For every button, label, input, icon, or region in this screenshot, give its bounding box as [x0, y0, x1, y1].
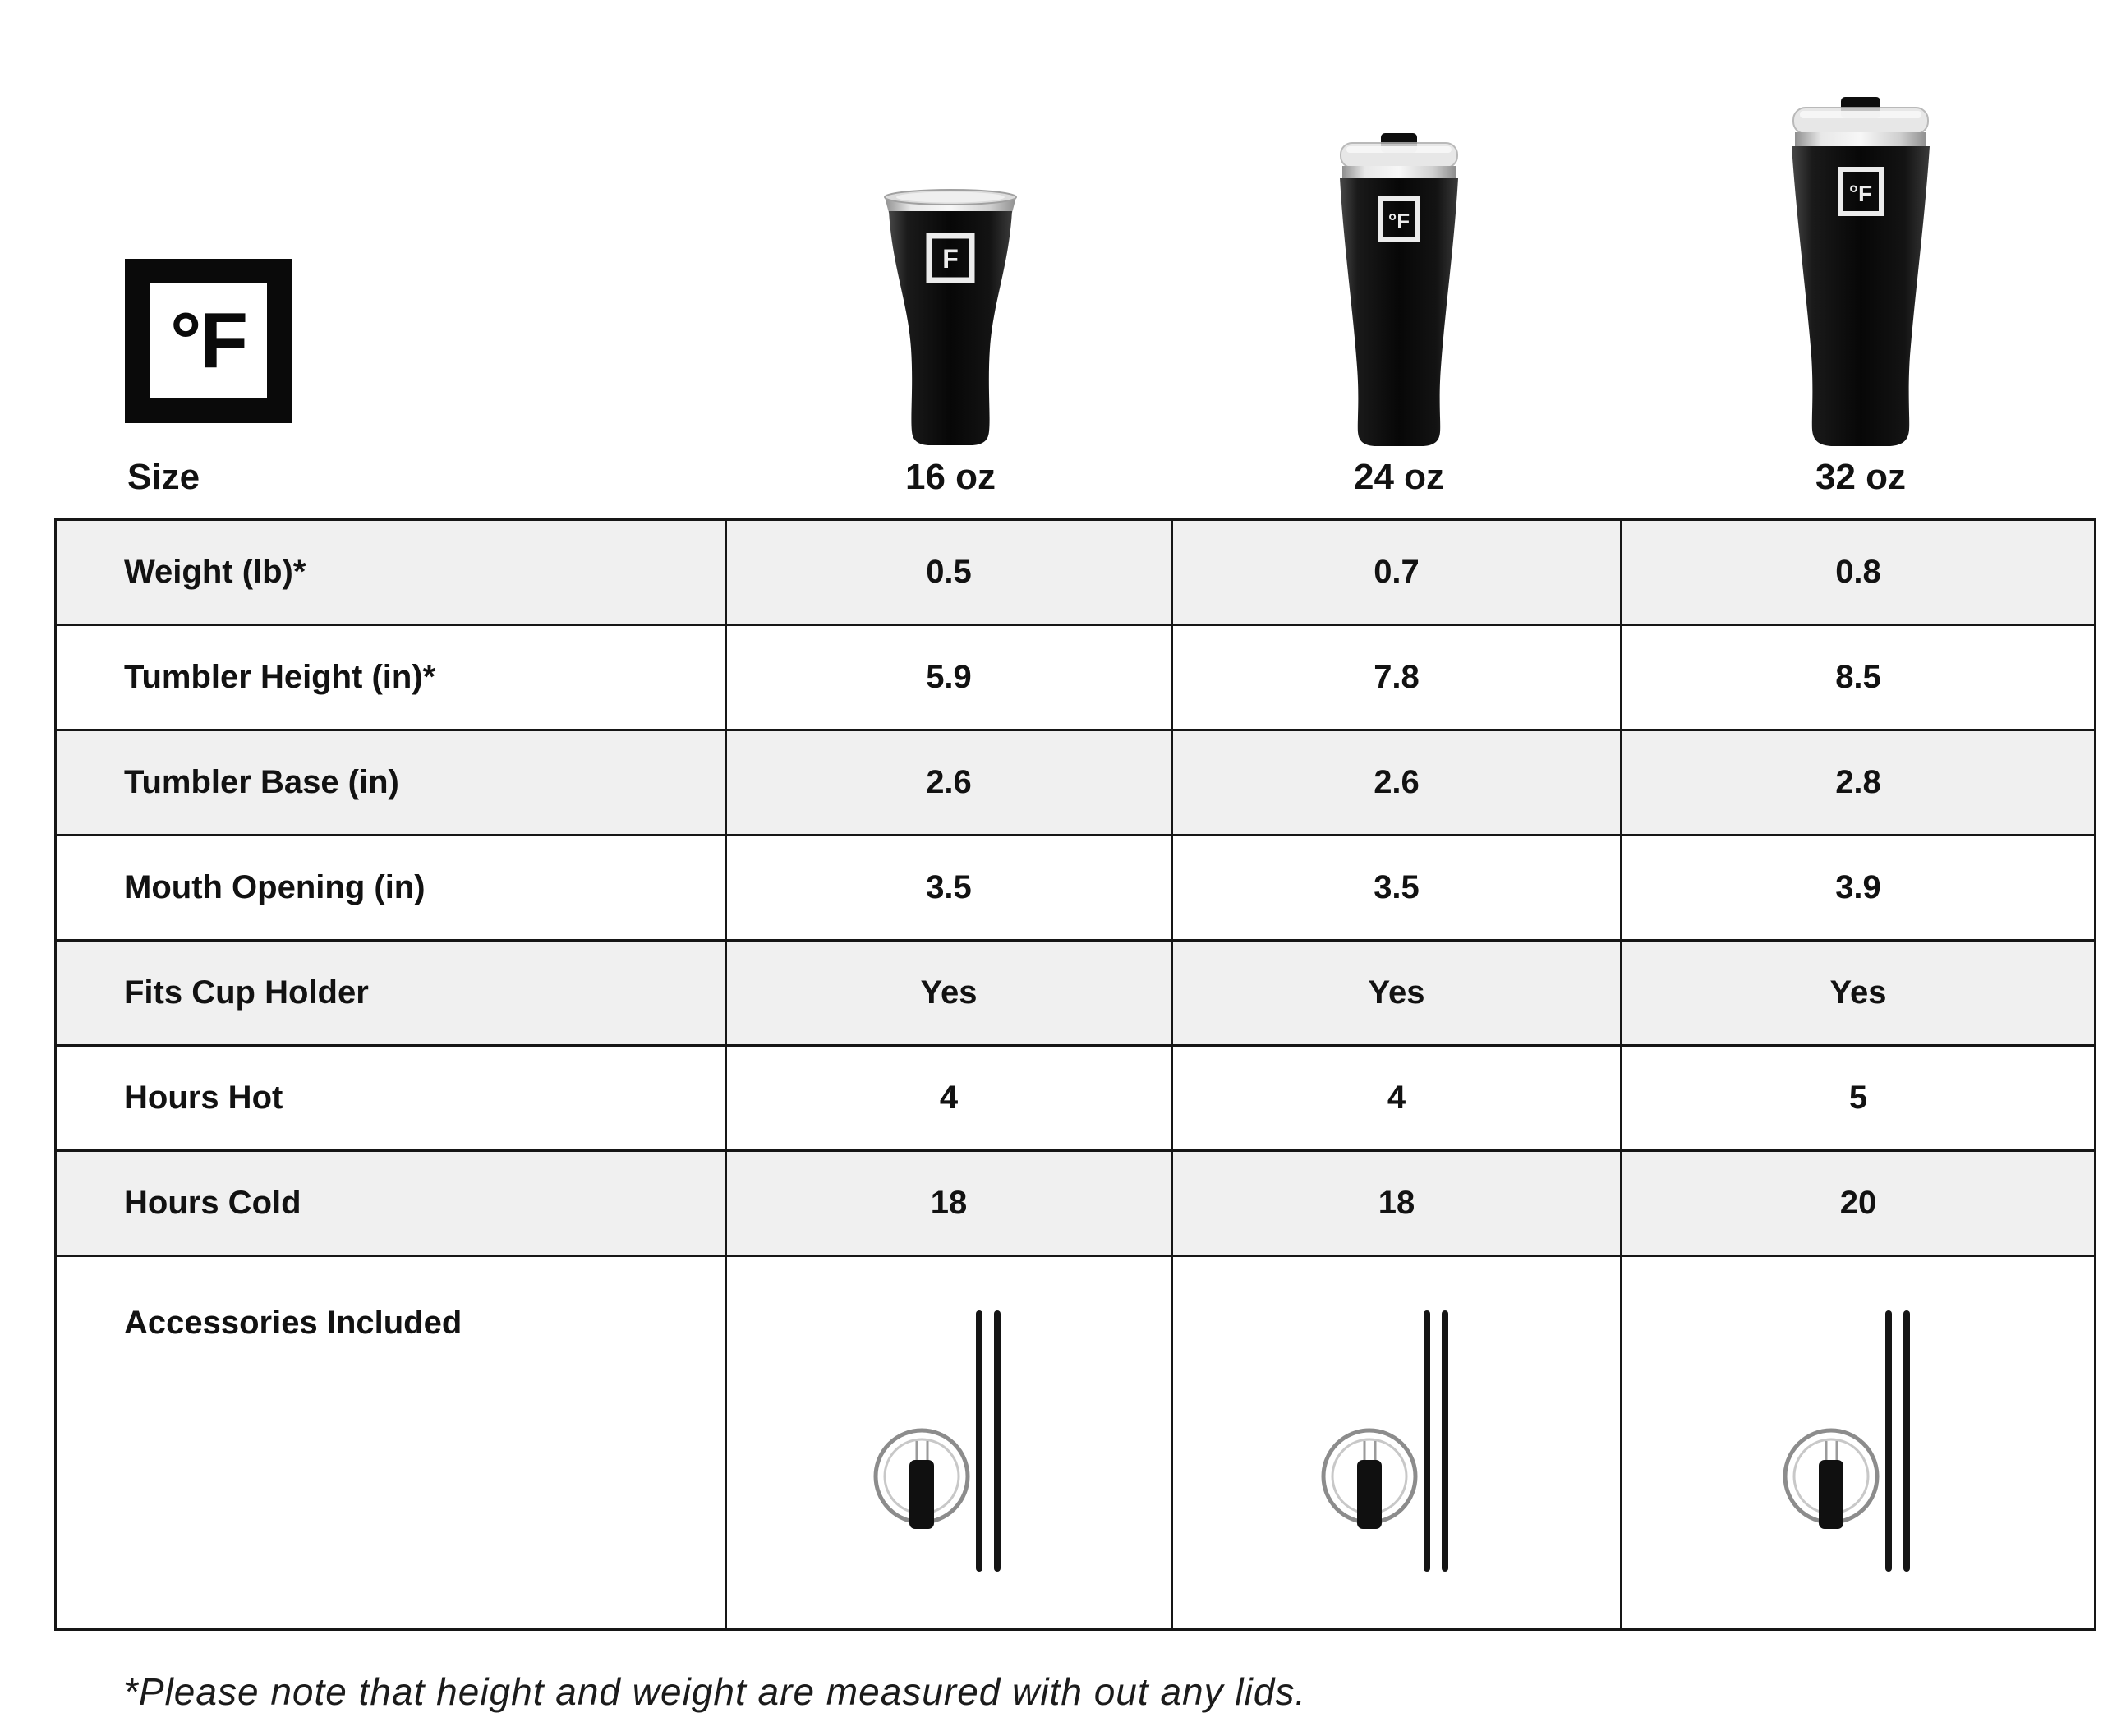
value-cell: 8.5 — [1835, 659, 1881, 695]
straws-icon — [1885, 1310, 1910, 1572]
row-label: Tumbler Height (in)* — [57, 626, 727, 729]
spec-row: Accessories Included — [57, 1257, 2094, 1628]
row-label: Weight (lb)* — [57, 521, 727, 624]
row-label: Mouth Opening (in) — [57, 836, 727, 939]
value-cell: Yes — [1173, 942, 1622, 1044]
column-header-16oz: 16 oz — [904, 457, 996, 497]
row-label: Accessories Included — [57, 1257, 727, 1628]
brand-logo-letter: °F — [169, 297, 248, 384]
value-cell: 4 — [727, 1047, 1173, 1149]
spec-row: Hours Cold 18 18 20 — [57, 1152, 2094, 1257]
spec-row: Tumbler Base (in) 2.6 2.6 2.8 — [57, 731, 2094, 836]
lid-and-2-straws-icon — [1321, 1310, 1448, 1572]
row-label: Hours Hot — [57, 1047, 727, 1149]
lid-top-view-icon — [1321, 1428, 1418, 1529]
tumbler-logo-badge: °F — [1378, 196, 1420, 242]
tumbler-logo-badge: F — [926, 233, 975, 283]
svg-text:F: F — [942, 244, 959, 274]
straws-icon — [976, 1310, 1001, 1572]
value-cell: 7.8 — [1173, 626, 1622, 729]
value-cell: 2.6 — [1173, 731, 1622, 834]
svg-text:°F: °F — [1849, 181, 1872, 206]
accessories-cell — [1622, 1257, 2094, 1628]
accessories-cell — [727, 1257, 1173, 1628]
column-header-32oz: 32 oz — [1815, 457, 1907, 497]
value-cell: 3.5 — [1173, 836, 1622, 939]
column-header-24oz: 24 oz — [1353, 457, 1445, 497]
footnote: *Please note that height and weight are … — [123, 1670, 1307, 1713]
value-cell: 18 — [727, 1152, 1173, 1255]
value-cell: 0.7 — [1173, 521, 1622, 624]
row-label: Tumbler Base (in) — [57, 731, 727, 834]
value-cell: 3.5 — [727, 836, 1173, 939]
spec-row: Weight (lb)* 0.5 0.7 0.8 — [57, 521, 2094, 626]
value-cell: 18 — [1173, 1152, 1622, 1255]
value-cell: Yes — [727, 942, 1173, 1044]
tumbler-logo-badge: °F — [1838, 167, 1884, 216]
header-section: °F F — [0, 0, 2103, 518]
spec-row: Hours Hot 4 4 5 — [57, 1047, 2094, 1152]
accessories-cell — [1173, 1257, 1622, 1628]
value-cell: Yes — [1829, 974, 1887, 1011]
value-cell: 0.5 — [727, 521, 1173, 624]
lid-top-view-icon — [873, 1428, 970, 1529]
value-cell: 0.8 — [1835, 554, 1881, 590]
spec-row: Tumbler Height (in)* 5.9 7.8 8.5 — [57, 626, 2094, 731]
value-cell: 20 — [1839, 1185, 1877, 1221]
lid-top-view-icon — [1783, 1428, 1880, 1529]
tumbler-24oz-image: °F — [1340, 133, 1458, 446]
value-cell: 5 — [1848, 1080, 1868, 1116]
value-cell: 5.9 — [727, 626, 1173, 729]
spec-row: Fits Cup Holder Yes Yes Yes — [57, 942, 2094, 1047]
value-cell: 2.8 — [1835, 764, 1881, 800]
tumbler-32oz-image: °F — [1792, 97, 1930, 446]
value-cell: 3.9 — [1835, 869, 1881, 905]
size-column-header: Size — [127, 457, 200, 497]
value-cell: 2.6 — [727, 731, 1173, 834]
spec-row: Mouth Opening (in) 3.5 3.5 3.9 — [57, 836, 2094, 942]
svg-text:°F: °F — [1388, 209, 1410, 233]
spec-table: Weight (lb)* 0.5 0.7 0.8 Tumbler Height (in)… — [54, 518, 2096, 1631]
lid-and-2-straws-icon — [1783, 1310, 1910, 1572]
straws-icon — [1424, 1310, 1448, 1572]
row-label: Hours Cold — [57, 1152, 727, 1255]
lid-and-2-straws-icon — [873, 1310, 1001, 1572]
brand-logo: °F — [125, 259, 292, 423]
tumbler-16oz-image: F — [884, 189, 1017, 445]
row-label: Fits Cup Holder — [57, 942, 727, 1044]
value-cell: 4 — [1173, 1047, 1622, 1149]
